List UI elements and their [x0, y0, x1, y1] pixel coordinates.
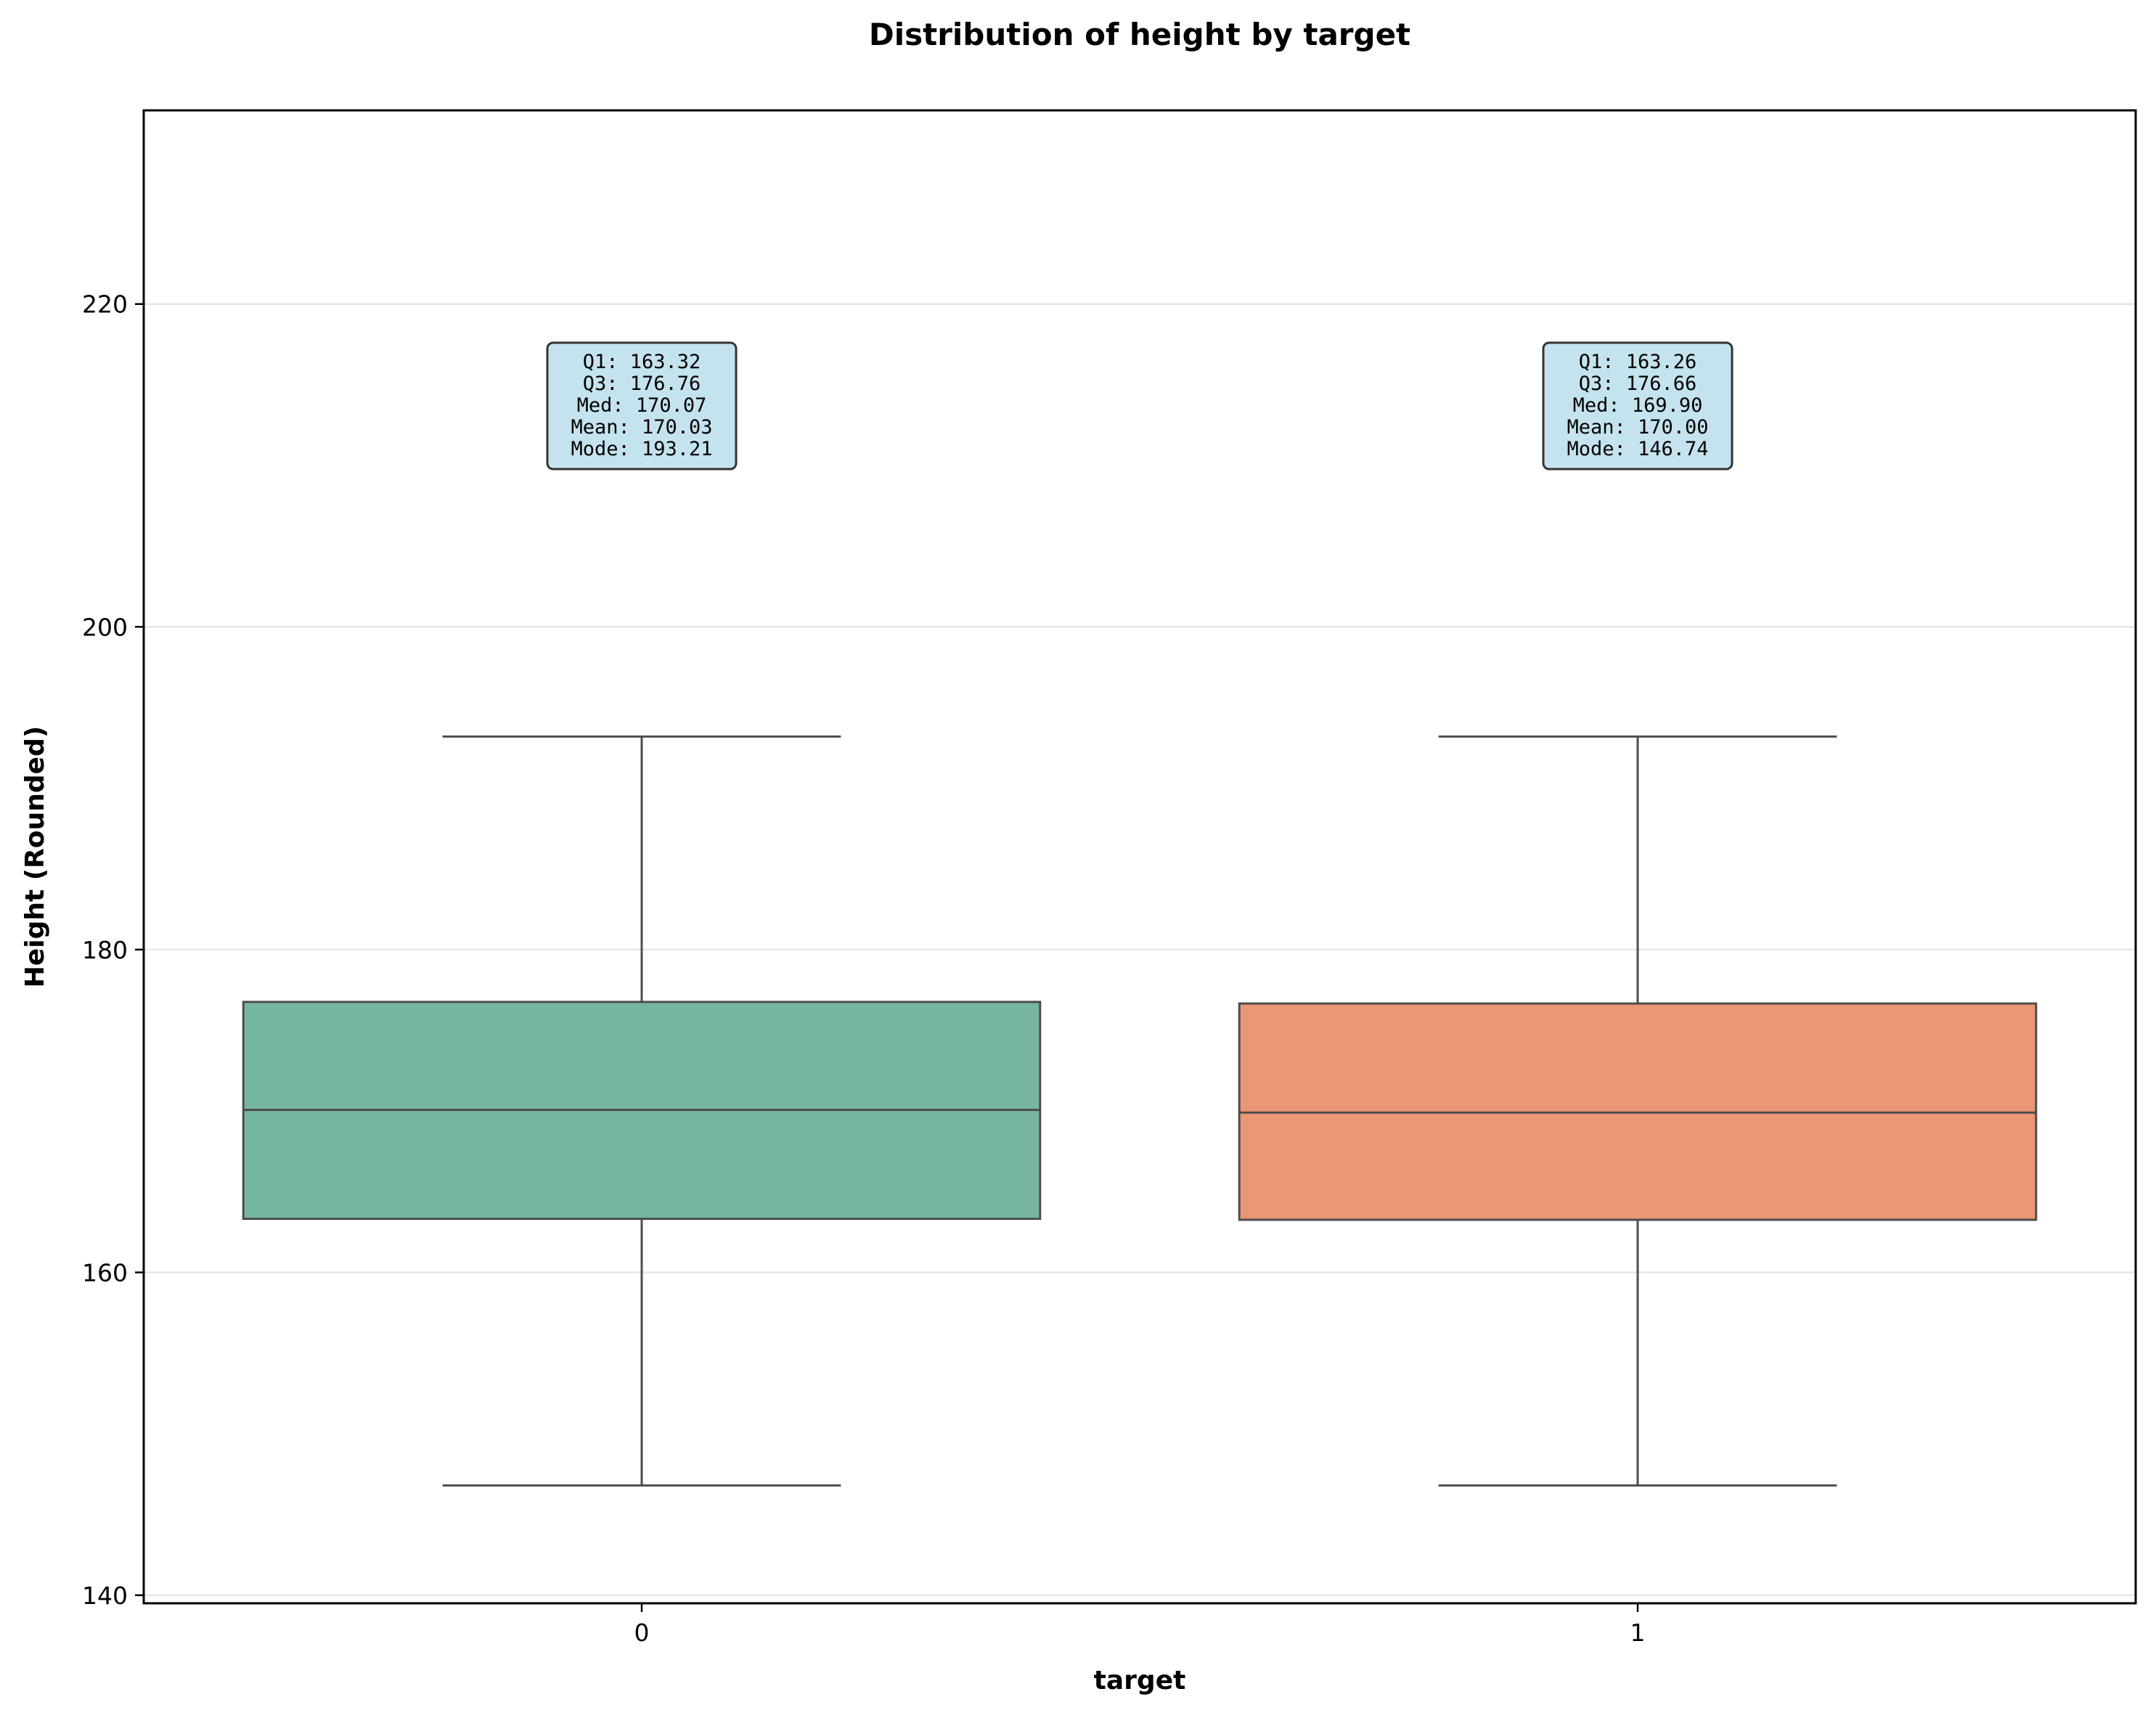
- stats-annotation-line: Q1: 163.26: [1579, 351, 1697, 373]
- y-axis-label: Height (Rounded): [20, 726, 50, 988]
- plot-area-frame: [142, 109, 2137, 1605]
- stats-annotation-line: Q3: 176.66: [1579, 372, 1697, 395]
- stats-annotation-line: Mean: 170.00: [1567, 416, 1708, 439]
- chart-title: Distribution of height by target: [869, 17, 1410, 52]
- stats-annotation-box: [546, 341, 738, 471]
- stats-annotation-line: Med: 169.90: [1573, 394, 1703, 417]
- x-tick-label: 0: [634, 1619, 650, 1647]
- stats-annotation-box: [1542, 341, 1734, 471]
- y-tick-label: 180: [82, 936, 128, 964]
- boxes-layer: [242, 735, 2038, 1487]
- y-axis-ticks: 140 160 180 200 220: [82, 290, 144, 1610]
- stats-annotation-line: Q1: 163.32: [583, 351, 701, 373]
- y-tick-label: 160: [82, 1258, 128, 1287]
- x-axis-label: target: [1094, 1666, 1186, 1695]
- stats-annotation-line: Med: 170.07: [577, 394, 707, 417]
- box-group-0: [242, 735, 1042, 1487]
- stats-annotation-line: Q3: 176.76: [583, 372, 701, 395]
- stats-annotation-line: Mode: 146.74: [1567, 438, 1708, 460]
- box-group-1: [1238, 735, 2038, 1487]
- y-tick-label: 220: [82, 290, 128, 319]
- y-tick-label: 140: [82, 1581, 128, 1610]
- y-tick-label: 200: [82, 613, 128, 641]
- stats-annotation-line: Mean: 170.03: [571, 416, 712, 439]
- stats-annotation-line: Mode: 193.21: [571, 438, 712, 460]
- x-tick-label: 1: [1630, 1619, 1646, 1647]
- gridlines: [144, 303, 2136, 1597]
